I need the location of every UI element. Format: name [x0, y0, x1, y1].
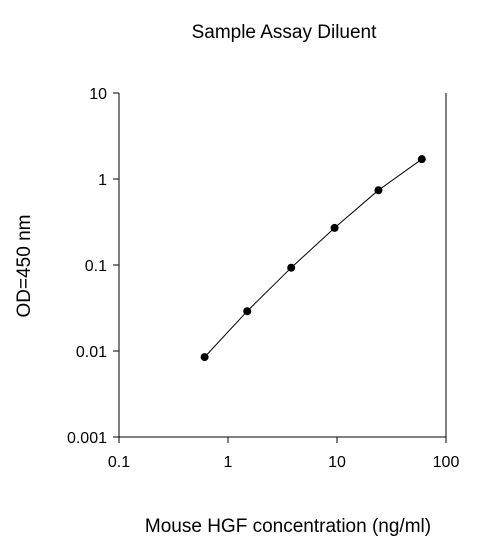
x-tick-label: 10 — [328, 454, 346, 471]
x-tick-label: 0.1 — [108, 454, 130, 471]
y-tick-label: 1 — [98, 172, 107, 189]
data-point — [417, 155, 426, 164]
y-axis-label: OD=450 nm — [14, 215, 35, 318]
y-tick-label: 0.01 — [76, 344, 107, 361]
y-tick-label: 0.1 — [85, 258, 107, 275]
series-layer — [200, 155, 426, 362]
x-tick-label: 1 — [224, 454, 233, 471]
plot-frame — [118, 93, 447, 438]
data-point — [243, 307, 252, 316]
x-axis-ticks: 0.1 1 10 100 — [108, 437, 460, 471]
x-tick-label: 100 — [433, 454, 460, 471]
chart-title: Sample Assay Diluent — [192, 22, 378, 43]
data-point — [330, 223, 339, 232]
y-axis-ticks: 0.001 0.01 0.1 1 10 — [67, 86, 119, 447]
y-tick-label: 10 — [89, 86, 107, 103]
data-point — [287, 263, 296, 272]
x-axis-label: Mouse HGF concentration (ng/ml) — [145, 516, 431, 537]
y-tick-label: 0.001 — [67, 430, 107, 447]
data-point — [374, 186, 383, 195]
series-line — [204, 158, 423, 358]
data-point — [200, 353, 209, 362]
